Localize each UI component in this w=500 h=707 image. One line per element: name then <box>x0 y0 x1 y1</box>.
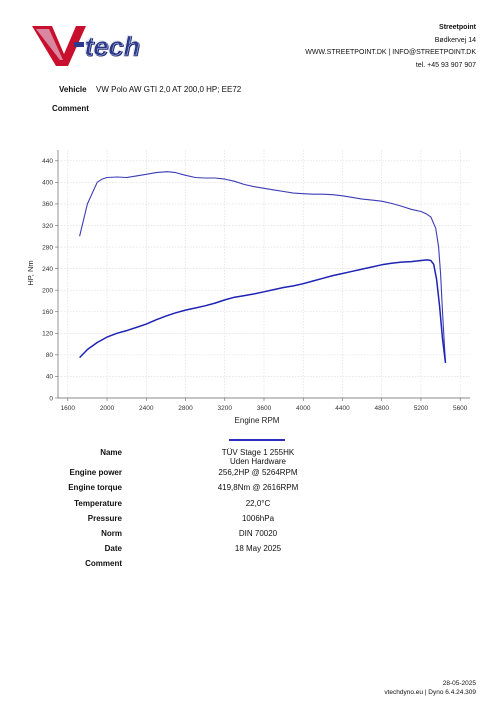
footer-version: vtechdyno.eu | Dyno 6.4.24.309 <box>384 689 476 696</box>
y-tick-label: 0 <box>49 395 53 402</box>
y-tick-label: 40 <box>46 374 54 381</box>
info-value: 22,0°C <box>245 499 271 508</box>
x-tick-label: 5200 <box>414 405 429 412</box>
info-label: Date <box>104 544 122 553</box>
info-row-comment: Comment <box>0 559 500 574</box>
x-tick-label: 4400 <box>335 405 350 412</box>
info-value: 18 May 2025 <box>234 544 282 553</box>
y-tick-label: 120 <box>42 331 53 338</box>
info-label: Norm <box>101 529 122 538</box>
info-label: Comment <box>85 559 122 568</box>
x-axis-label: Engine RPM <box>235 416 280 425</box>
legend-swatch <box>229 439 285 441</box>
company-info: Streetpoint Bødkervej 14 WWW.STREETPOINT… <box>305 22 476 72</box>
x-tick-label: 1600 <box>61 405 76 412</box>
info-row-name: Name TÜV Stage 1 255HK Uden Hardware <box>0 448 500 466</box>
chart-ticks: 1600 2000 2400 2800 3200 3600 4000 4400 4800 5200… <box>42 158 468 412</box>
y-tick-label: 240 <box>42 266 53 273</box>
y-tick-label: 360 <box>42 201 53 208</box>
footer: 28-05-2025 vtechdyno.eu | Dyno 6.4.24.30… <box>384 679 476 697</box>
legend-line-2: Uden Hardware <box>229 457 287 466</box>
x-tick-label: 2400 <box>139 405 154 412</box>
svg-text:tech: tech <box>85 32 141 62</box>
legend-name: TÜV Stage 1 255HK Uden Hardware <box>222 448 294 466</box>
y-tick-label: 160 <box>42 309 53 316</box>
info-label: Name <box>100 448 122 457</box>
x-tick-label: 4800 <box>374 405 389 412</box>
company-contact: WWW.STREETPOINT.DK | INFO@STREETPOINT.DK <box>305 49 476 56</box>
vehicle-label: Vehicle <box>59 85 87 94</box>
svg-text:tech: tech <box>84 31 140 61</box>
y-tick-label: 400 <box>42 180 53 187</box>
vehicle-value: VW Polo AW GTI 2,0 AT 200,0 HP; EE72 <box>96 85 242 94</box>
comment-label: Comment <box>52 104 89 113</box>
y-tick-label: 280 <box>42 244 53 251</box>
y-tick-label: 200 <box>42 287 53 294</box>
info-value: 256,2HP @ 5264RPM <box>218 468 298 477</box>
info-row-date: Date 18 May 2025 <box>0 544 500 559</box>
x-tick-label: 5600 <box>453 405 468 412</box>
series-line-torque <box>79 171 447 362</box>
chart-series <box>79 171 447 364</box>
info-value: 1006hPa <box>241 514 275 523</box>
y-tick-label: 440 <box>42 158 53 165</box>
info-row-power: Engine power 256,2HP @ 5264RPM <box>0 468 500 483</box>
info-label: Temperature <box>74 499 122 508</box>
info-row-pressure: Pressure 1006hPa <box>0 514 500 529</box>
x-tick-label: 3200 <box>218 405 233 412</box>
footer-date: 28-05-2025 <box>442 680 476 687</box>
company-address: Bødkervej 14 <box>434 36 476 44</box>
legend-line-1: TÜV Stage 1 255HK <box>221 448 295 457</box>
chart-grid <box>58 150 470 399</box>
info-label: Engine torque <box>68 483 122 492</box>
info-row-torque: Engine torque 419,8Nm @ 2616RPM <box>0 483 500 498</box>
x-tick-label: 2800 <box>178 405 193 412</box>
y-tick-label: 80 <box>46 352 54 359</box>
info-row-temperature: Temperature 22,0°C <box>0 499 500 514</box>
info-label: Pressure <box>87 514 122 523</box>
info-label: Engine power <box>69 468 122 477</box>
series-line-power <box>79 259 447 364</box>
info-value: DIN 70020 <box>238 529 278 538</box>
info-value: 419,8Nm @ 2616RPM <box>217 483 299 492</box>
info-row-norm: Norm DIN 70020 <box>0 529 500 544</box>
x-tick-label: 4000 <box>296 405 311 412</box>
y-tick-label: 320 <box>42 223 53 230</box>
vtech-logo: tech tech <box>32 26 141 66</box>
x-tick-label: 2000 <box>100 405 115 412</box>
y-axis-label: HP, Nm <box>26 260 35 285</box>
dyno-chart: 1600 2000 2400 2800 3200 3600 4000 4400 4800 5200… <box>26 150 470 425</box>
company-phone: tel. +45 93 907 907 <box>415 61 476 69</box>
x-tick-label: 3600 <box>257 405 272 412</box>
company-name: Streetpoint <box>439 24 476 31</box>
